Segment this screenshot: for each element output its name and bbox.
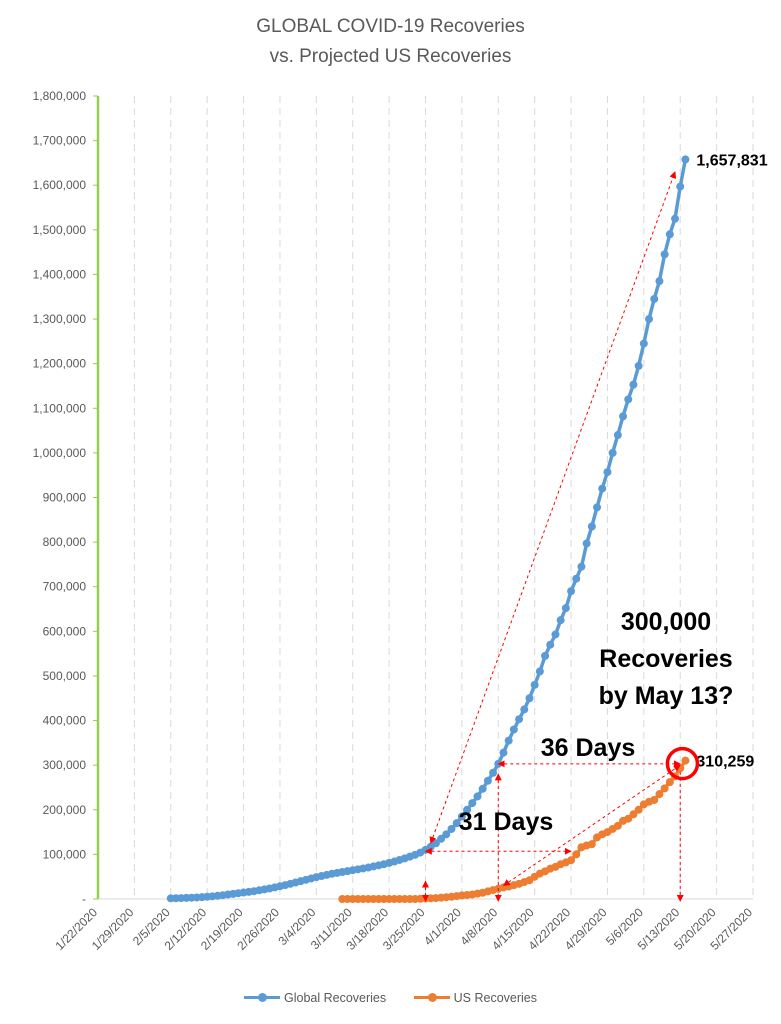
y-tick-label: 1,100,000 — [33, 401, 87, 415]
y-tick-label: - — [82, 892, 86, 906]
global-point — [665, 230, 674, 239]
global-point — [561, 604, 570, 613]
global-point — [660, 250, 669, 259]
y-tick-label: 100,000 — [43, 847, 87, 861]
global-point — [541, 651, 550, 660]
y-tick-label: 1,400,000 — [33, 267, 87, 281]
global-point — [577, 562, 586, 571]
global-point — [587, 522, 596, 531]
global-point — [671, 214, 680, 223]
global-point — [546, 640, 555, 649]
global-point — [567, 587, 576, 596]
global-point — [515, 715, 524, 724]
annotation-36-days: 36 Days — [541, 734, 636, 762]
global-point — [613, 431, 622, 440]
x-tick-label: 4/1/2020 — [421, 905, 464, 948]
global-point — [530, 680, 539, 689]
us-point — [676, 764, 685, 773]
y-tick-label: 900,000 — [43, 491, 87, 505]
legend-item-us: US Recoveries — [413, 990, 537, 1005]
global-point — [582, 539, 591, 548]
y-tick-label: 400,000 — [43, 714, 87, 728]
global-point — [525, 694, 534, 703]
global-point — [681, 155, 690, 164]
y-tick-label: 300,000 — [43, 758, 87, 772]
annotation-31-days: 31 Days — [459, 808, 554, 836]
y-tick-label: 1,800,000 — [33, 89, 87, 103]
global-point — [499, 748, 508, 757]
y-tick-label: 1,700,000 — [33, 134, 87, 148]
global-point — [593, 503, 602, 512]
global-point — [655, 277, 664, 286]
y-tick-label: 1,200,000 — [33, 357, 87, 371]
global-point — [572, 574, 581, 583]
us-point — [660, 784, 669, 793]
y-tick-label: 1,600,000 — [33, 178, 87, 192]
global-point — [483, 776, 492, 785]
chart-title: GLOBAL COVID-19 Recoveries — [256, 16, 525, 37]
global-point — [650, 294, 659, 303]
y-tick-label: 1,300,000 — [33, 312, 87, 326]
global-point — [473, 792, 482, 801]
global-point — [634, 361, 643, 370]
global-point — [556, 616, 565, 625]
series-line-global — [170, 159, 688, 901]
us-point — [587, 840, 596, 849]
us-point — [681, 756, 690, 765]
global-point — [639, 339, 648, 348]
legend-item-global: Global Recoveries — [244, 991, 386, 1005]
global-point — [551, 630, 560, 639]
arrow-global-diagonal — [429, 171, 677, 844]
y-tick-label: 1,000,000 — [33, 446, 87, 460]
us-point — [572, 850, 581, 859]
global-point — [478, 784, 487, 793]
global-point — [629, 380, 638, 389]
global-point — [520, 705, 529, 714]
global-point — [624, 395, 633, 404]
annotation-projection-line1: 300,000 — [621, 608, 711, 636]
y-tick-label: 800,000 — [43, 535, 87, 549]
y-tick-label: 200,000 — [43, 803, 87, 817]
global-point — [608, 448, 617, 457]
y-tick-label: 700,000 — [43, 580, 87, 594]
global-end-label: 1,657,831 — [696, 152, 767, 169]
global-point — [603, 468, 612, 477]
y-tick-label: 600,000 — [43, 624, 87, 638]
global-point — [676, 182, 685, 191]
global-point — [645, 315, 654, 324]
annotation-projection-line2: Recoveries — [599, 645, 732, 673]
y-tick-label: 1,500,000 — [33, 223, 87, 237]
global-point — [535, 667, 544, 676]
legend-label-us: US Recoveries — [453, 990, 537, 1005]
global-point — [504, 736, 513, 745]
global-point — [598, 484, 607, 493]
legend-swatch-us — [413, 993, 450, 1002]
chart-subtitle: vs. Projected US Recoveries — [269, 46, 512, 67]
global-point — [509, 725, 518, 734]
global-point — [489, 768, 498, 777]
legend-label-global: Global Recoveries — [284, 990, 387, 1005]
legend: Global Recoveries US Recoveries — [0, 988, 781, 1005]
annotation-projection-line3: by May 13? — [599, 682, 734, 710]
global-point — [468, 799, 477, 808]
global-point — [619, 412, 628, 421]
y-tick-label: 500,000 — [43, 669, 87, 683]
us-end-label: 310,259 — [696, 754, 754, 771]
legend-swatch-global — [244, 993, 280, 1002]
